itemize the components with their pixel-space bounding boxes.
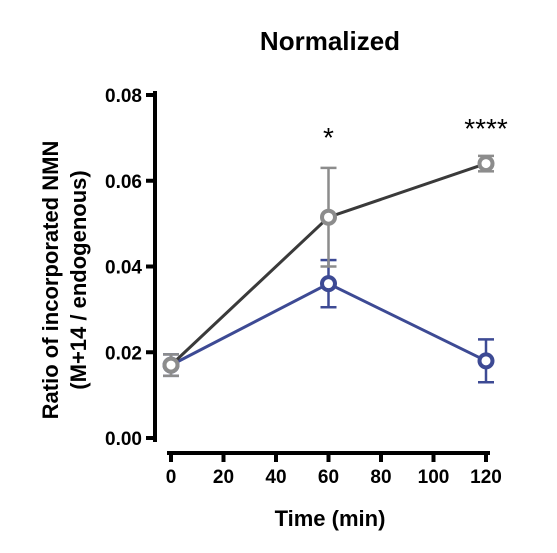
x-tick-label: 40 (265, 467, 286, 488)
series-1 (162, 258, 495, 384)
data-point (477, 352, 495, 370)
data-point (320, 208, 337, 226)
y-axis-title: Ratio of incorporated NMN (M+14 / endoge… (38, 141, 91, 420)
x-axis-label: Time (min) (275, 506, 386, 531)
significance-annotation: * (323, 122, 334, 153)
series-2 (162, 154, 495, 378)
data-point (162, 356, 180, 374)
data-point (320, 275, 337, 293)
data-point (477, 155, 495, 173)
y-tick-label: 0.08 (105, 86, 142, 107)
x-tick-label: 80 (370, 467, 391, 488)
x-tick-label: 20 (213, 467, 234, 488)
x-tick-label: 100 (418, 467, 450, 488)
y-tick-label: 0.04 (105, 258, 142, 279)
x-tick-label: 0 (166, 467, 177, 488)
series-layer (162, 154, 495, 384)
y-tick-label: 0.00 (105, 429, 142, 450)
y-tick-label: 0.02 (105, 343, 142, 364)
axes: 0.00 0.02 0.04 0.06 0.08 0 20 40 60 80 100 120 (105, 86, 502, 488)
y-axis-label-line-2: (M+14 / endogenous) (66, 170, 91, 389)
x-tick-label: 120 (470, 467, 502, 488)
y-axis-label-line-1: Ratio of incorporated NMN (38, 141, 63, 420)
annotations: * **** (323, 113, 508, 153)
y-tick-label: 0.06 (105, 172, 142, 193)
chart-title: Normalized (260, 26, 400, 56)
x-tick-label: 60 (318, 467, 339, 488)
significance-annotation: **** (464, 113, 508, 144)
